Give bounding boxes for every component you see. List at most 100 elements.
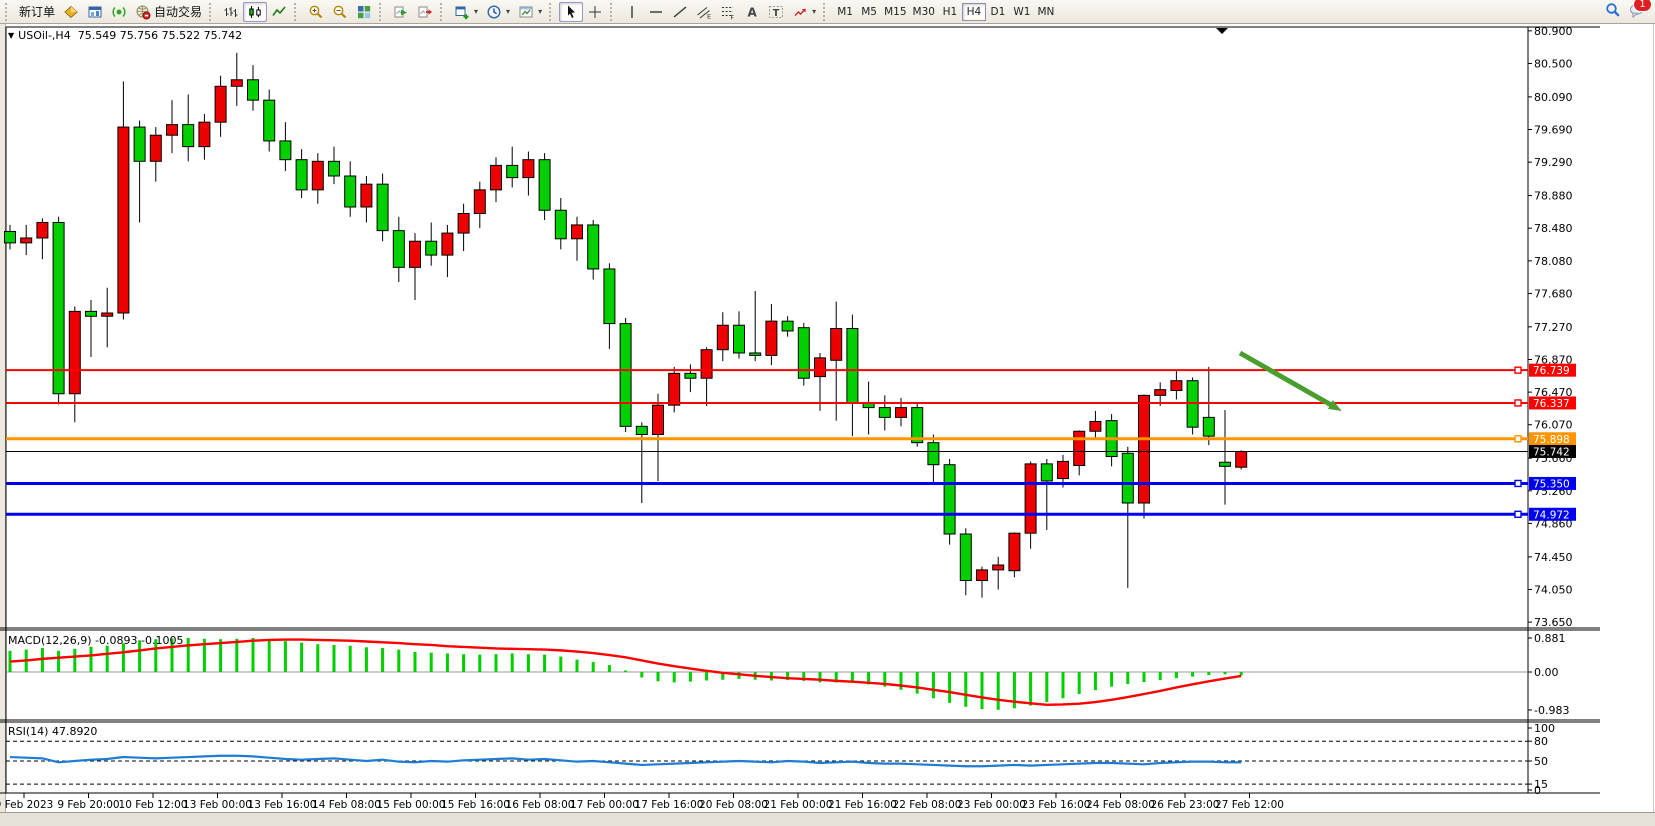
- candle-body: [700, 349, 713, 379]
- candle-body: [554, 209, 567, 240]
- timeframe-h4-button[interactable]: H4: [961, 2, 986, 21]
- candle-body: [781, 320, 794, 332]
- candle-body: [279, 140, 292, 161]
- candle-body: [635, 425, 648, 436]
- label-button[interactable]: T: [764, 2, 788, 22]
- candle-body: [733, 324, 745, 354]
- timeframe-m15-button[interactable]: M15: [884, 5, 907, 18]
- autotrading-button[interactable]: 自动交易: [131, 2, 206, 22]
- period-button[interactable]: ▾: [482, 2, 514, 22]
- price-pane[interactable]: [4, 26, 1601, 793]
- price-tick-label: 80.900: [1534, 25, 1573, 38]
- arrows-icon: [792, 4, 808, 20]
- autoscroll-button[interactable]: [389, 2, 413, 22]
- tile-windows-button[interactable]: [352, 2, 376, 22]
- candlestick-chart-icon: [247, 4, 263, 20]
- chart-canvas[interactable]: 80.900 80.500 80.090 79.690 79.290 78.880 78.4…: [0, 24, 1655, 812]
- signals-button[interactable]: [107, 2, 131, 22]
- horizontal-line[interactable]: [6, 435, 1528, 443]
- time-tick-label: 17 Feb 00:00: [570, 799, 639, 811]
- horizontal-line[interactable]: [6, 479, 1528, 488]
- timeframe-m5-button[interactable]: M5: [861, 5, 877, 18]
- time-tick-label: 22 Feb 08:00: [893, 799, 962, 811]
- line-handle[interactable]: [1514, 366, 1522, 374]
- candle-body: [506, 164, 519, 179]
- new-chart-button[interactable]: ▾: [450, 2, 482, 22]
- price-tick-label: 73.650: [1534, 616, 1573, 629]
- macd-signal-line: [9, 638, 1242, 707]
- time-tick-label: 21 Feb 00:00: [764, 799, 833, 811]
- toolbar-separator: [440, 2, 447, 21]
- chart-shift-button[interactable]: [413, 2, 437, 22]
- candle-body: [1235, 450, 1248, 468]
- cursor-button[interactable]: [559, 1, 584, 22]
- channel-button[interactable]: E: [692, 2, 716, 22]
- candle-body: [878, 407, 891, 418]
- new-order-button[interactable]: 新订单: [19, 5, 56, 19]
- timeframe-w1-button[interactable]: W1: [1013, 5, 1031, 18]
- timeframe-h1-button[interactable]: H1: [942, 5, 958, 18]
- market-watch-button[interactable]: [59, 2, 83, 22]
- search-icon[interactable]: [1605, 2, 1621, 21]
- candle-body: [1073, 430, 1086, 467]
- candle-body: [20, 237, 33, 244]
- vline-button[interactable]: [620, 2, 644, 22]
- templates-button[interactable]: ▾: [514, 2, 546, 22]
- price-tick-label: 78.480: [1534, 222, 1573, 235]
- candlestick-chart-button[interactable]: [243, 1, 268, 22]
- trend-arrow-line[interactable]: [1238, 350, 1335, 409]
- trend-arrow[interactable]: [1238, 350, 1342, 411]
- trend-arrow-head: [1327, 400, 1342, 411]
- crosshair-button[interactable]: [583, 2, 607, 22]
- terminal-button[interactable]: [83, 2, 107, 22]
- chart-shift-marker[interactable]: [1216, 28, 1228, 34]
- price-tick-label: 79.290: [1534, 156, 1573, 169]
- macd-tick-label: -0.983: [1534, 704, 1569, 717]
- line-chart-button[interactable]: [267, 2, 291, 22]
- price-tick-label: 74.050: [1534, 583, 1573, 596]
- zoom-in-button[interactable]: [304, 2, 328, 22]
- horizontal-line[interactable]: [6, 510, 1528, 518]
- terminal-icon: [87, 4, 103, 20]
- chat-icon[interactable]: 1: [1629, 0, 1652, 21]
- line-handle[interactable]: [1514, 399, 1522, 407]
- horizontal-line[interactable]: [6, 399, 1528, 407]
- bar-chart-button[interactable]: [219, 2, 243, 22]
- timeframe-m1-button[interactable]: M1: [837, 5, 853, 18]
- text-button[interactable]: A: [740, 2, 764, 22]
- timeframe-d1-button[interactable]: D1: [990, 5, 1006, 18]
- timeframe-mn-button[interactable]: MN: [1037, 5, 1055, 18]
- arrows-button[interactable]: ▾: [788, 2, 820, 22]
- line-handle[interactable]: [1514, 479, 1522, 488]
- price-tick-label: 74.450: [1534, 551, 1573, 564]
- chart-background: [0, 24, 1655, 812]
- price-tag-text: 75.742: [1533, 446, 1570, 458]
- timeframe-m30-button[interactable]: M30: [912, 5, 935, 18]
- toolbar-separator: [610, 2, 617, 21]
- candle-body: [409, 240, 421, 268]
- trendline-button[interactable]: [668, 2, 692, 22]
- autoscroll-icon: [393, 4, 409, 20]
- line-handle[interactable]: [1514, 510, 1522, 518]
- hline-button[interactable]: [644, 2, 668, 22]
- candle-body: [943, 464, 956, 535]
- zoom-out-button[interactable]: [328, 2, 352, 22]
- line-chart-icon: [271, 4, 287, 20]
- price-tag-text: 76.337: [1533, 398, 1570, 410]
- price-tick-label: 76.070: [1534, 419, 1573, 432]
- svg-text:T: T: [773, 7, 780, 18]
- toolbar-separator: [294, 2, 301, 21]
- macd-pane[interactable]: 0.881 0.00 -0.983: [6, 632, 1569, 717]
- candle-body: [328, 160, 340, 177]
- candle-body: [814, 357, 826, 378]
- price-axis[interactable]: 80.900 80.500 80.090 79.690 79.290 78.880 78.4…: [1528, 25, 1573, 629]
- chevron-down-icon: ▾: [474, 7, 479, 16]
- fibonacci-button[interactable]: F: [716, 2, 740, 22]
- price-tick-label: 76.470: [1534, 386, 1573, 399]
- line-handle[interactable]: [1514, 435, 1522, 443]
- candle-body: [425, 240, 438, 256]
- channel-icon: E: [696, 4, 712, 20]
- toolbar-separator: [549, 2, 556, 21]
